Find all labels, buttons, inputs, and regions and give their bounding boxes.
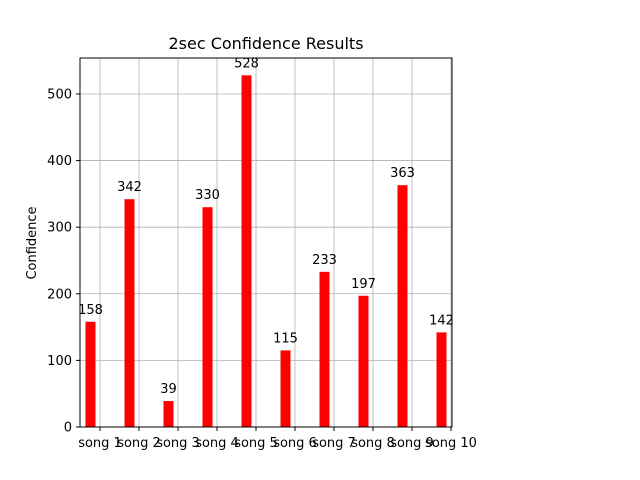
- y-tick-label: 0: [64, 421, 72, 436]
- x-tick-label: song 4: [195, 436, 239, 451]
- bar: [124, 199, 135, 427]
- bar: [280, 350, 291, 427]
- bar-value-label: 233: [312, 253, 337, 268]
- bar: [163, 401, 174, 427]
- y-tick-label: 500: [47, 87, 72, 102]
- x-tick-label: song 8: [351, 436, 395, 451]
- y-tick-label: 300: [47, 221, 72, 236]
- plot-frame: [79, 57, 453, 428]
- y-tick-label: 100: [47, 354, 72, 369]
- chart-title: 2sec Confidence Results: [168, 34, 363, 53]
- bar: [85, 321, 96, 427]
- y-axis-label: Confidence: [25, 206, 40, 279]
- x-tick-label: song 2: [117, 436, 161, 451]
- x-tick-label: song 6: [273, 436, 317, 451]
- bars: [85, 75, 447, 427]
- x-tick-label: song 9: [390, 436, 434, 451]
- bar: [319, 271, 330, 427]
- x-tick-label: song 5: [234, 436, 278, 451]
- bar-value-label: 342: [117, 180, 142, 195]
- x-tick-label: song 7: [312, 436, 356, 451]
- labels: 158 342 39 330 528 115 233 197 363 142 0 100 200 300 4…: [47, 56, 477, 451]
- x-tick-label: song 3: [156, 436, 200, 451]
- bar-value-label: 330: [195, 188, 220, 203]
- bar: [397, 185, 408, 427]
- bar-value-label: 115: [273, 331, 298, 346]
- bar: [358, 295, 369, 427]
- bar-value-label: 158: [78, 303, 103, 318]
- x-tick-label: song 1: [78, 436, 122, 451]
- bar: [241, 75, 252, 427]
- axes: [76, 57, 453, 431]
- bar-value-label: 363: [390, 166, 415, 181]
- bar-value-label: 528: [234, 56, 259, 71]
- bar-value-label: 142: [429, 313, 454, 328]
- bar-value-label: 197: [351, 277, 376, 292]
- y-tick-label: 200: [47, 287, 72, 302]
- x-tick-label: song 10: [425, 436, 477, 451]
- bar: [202, 207, 213, 427]
- bar-value-label: 39: [160, 382, 177, 397]
- y-tick-label: 400: [47, 154, 72, 169]
- bar: [436, 332, 447, 427]
